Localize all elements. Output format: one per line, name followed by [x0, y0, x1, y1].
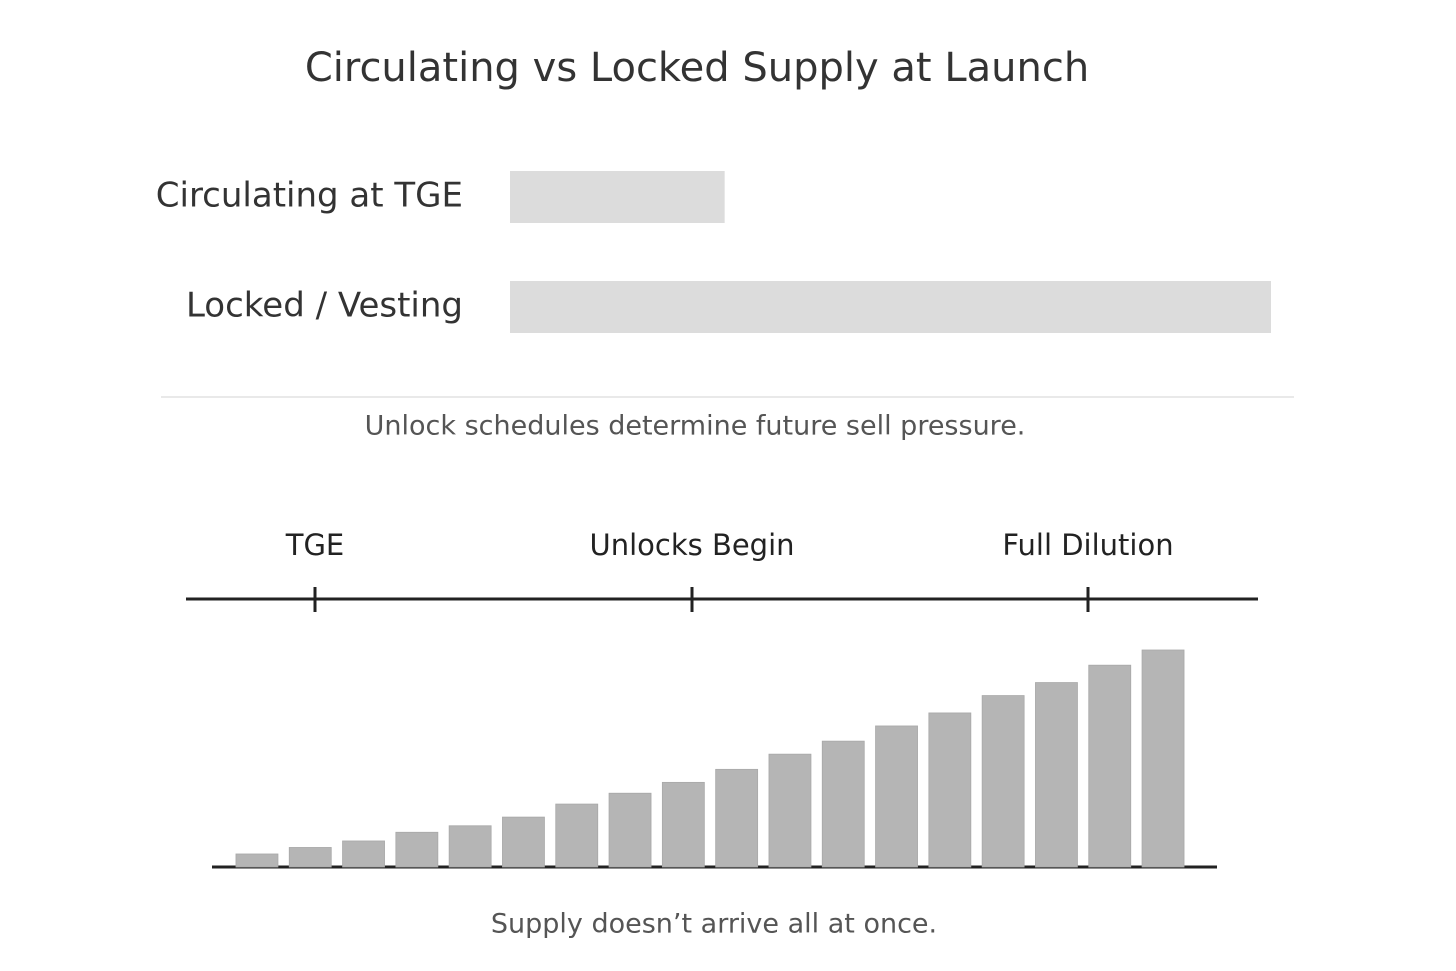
bar: [288, 847, 332, 868]
category-label: Locked / Vesting: [186, 286, 463, 326]
milestone-label: Unlocks Begin: [589, 528, 794, 562]
bar: [981, 695, 1025, 868]
bar: [502, 816, 545, 868]
bar: [821, 740, 865, 868]
bar: [395, 831, 439, 868]
bar: [661, 781, 705, 868]
bar: [928, 712, 972, 868]
bar: [608, 792, 652, 868]
bar: [1035, 682, 1078, 868]
milestone-label: TGE: [285, 528, 345, 562]
bar: [875, 725, 918, 868]
bar: [342, 840, 385, 868]
bar: [235, 853, 279, 868]
bar: [1088, 664, 1132, 868]
bar: [510, 171, 725, 223]
caption: Unlock schedules determine future sell p…: [365, 411, 1026, 442]
milestone-label: Full Dilution: [1002, 528, 1173, 562]
bar: [510, 281, 1271, 333]
bar: [448, 825, 492, 868]
caption: Supply doesn’t arrive all at once.: [491, 909, 937, 940]
category-label: Circulating at TGE: [156, 176, 463, 216]
chart-title: Circulating vs Locked Supply at Launch: [305, 45, 1089, 91]
bar: [715, 768, 759, 868]
bar: [555, 803, 599, 868]
bar: [1141, 649, 1185, 868]
bar: [768, 753, 812, 868]
